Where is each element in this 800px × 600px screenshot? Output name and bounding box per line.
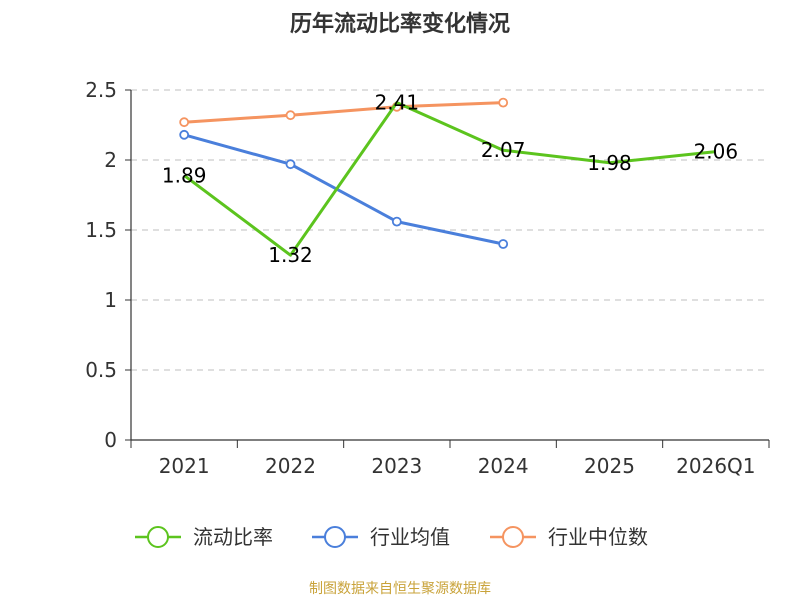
legend: 流动比率 行业均值 行业中位数 xyxy=(135,525,648,549)
y-tick-label: 1.5 xyxy=(85,218,117,242)
data-label: 2.07 xyxy=(481,138,526,162)
x-tick-label: 2026Q1 xyxy=(676,454,755,478)
x-tick-label: 2025 xyxy=(584,454,635,478)
series-lines xyxy=(179,97,716,257)
data-point xyxy=(498,239,509,249)
legend-item-label: 流动比率 xyxy=(193,525,273,549)
x-tick-label: 2023 xyxy=(371,454,422,478)
y-tick-label: 0 xyxy=(104,428,117,452)
legend-marker-circle xyxy=(324,526,346,548)
legend-marker-circle xyxy=(147,526,169,548)
source-note: 制图数据来自恒生聚源数据库 xyxy=(309,581,491,597)
data-label: 1.89 xyxy=(162,163,207,187)
chart-title: 历年流动比率变化情况 xyxy=(289,12,510,37)
data-point xyxy=(285,110,296,121)
series-line xyxy=(183,133,504,246)
axes: 0 0.5 1 1.5 2 2.5 2021 2022 2023 2024 2025 2026Q1 xyxy=(85,78,770,478)
x-tick-label: 2021 xyxy=(159,454,210,478)
y-tick-label: 2 xyxy=(104,148,117,172)
x-tick-label: 2022 xyxy=(265,454,316,478)
data-point xyxy=(498,97,509,108)
data-label: 2.06 xyxy=(694,140,739,164)
data-point xyxy=(179,117,190,128)
series-line xyxy=(184,101,504,124)
data-point xyxy=(179,129,190,140)
y-tick-label: 2.5 xyxy=(85,78,117,102)
data-label: 1.32 xyxy=(268,243,313,267)
data-label: 2.41 xyxy=(375,91,420,115)
data-point xyxy=(391,216,402,227)
legend-marker-circle xyxy=(502,526,524,548)
series-line xyxy=(183,101,716,257)
x-tick-label: 2024 xyxy=(478,454,529,478)
y-tick-label: 0.5 xyxy=(85,358,117,382)
legend-item-label: 行业中位数 xyxy=(548,525,648,549)
y-tick-label: 1 xyxy=(104,288,117,312)
data-label: 1.98 xyxy=(587,151,632,175)
legend-item-label: 行业均值 xyxy=(370,525,450,549)
data-labels: 1.89 1.32 2.41 2.07 1.98 2.06 xyxy=(162,91,738,268)
data-point xyxy=(285,159,296,170)
grid-lines xyxy=(131,89,769,371)
